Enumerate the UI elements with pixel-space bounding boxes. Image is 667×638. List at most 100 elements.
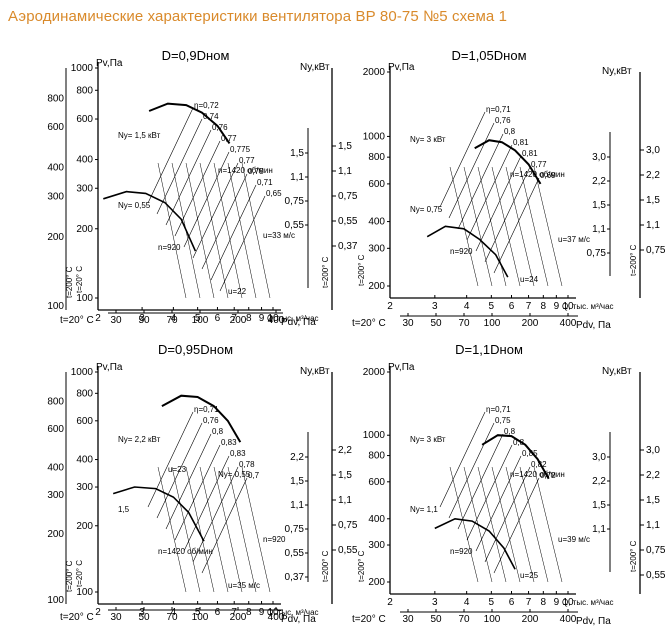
y2-tick-label: 1,5 [290,148,304,159]
y-axis-label: Pv,Па [96,58,123,69]
speed-line [477,466,507,583]
y2-outer-tick-label: 0,75 [338,191,358,202]
y2-axis-label: Ny,кВт [602,66,632,77]
y2-tick-label: 2,2 [592,176,606,187]
efficiency-line [439,111,486,208]
pdv-tick-label: 50 [430,318,442,329]
efficiency-label: 0,65 [266,189,282,198]
efficiency-line [183,455,230,552]
pdv-tick-label: 50 [138,315,150,326]
efficiency-label: 0,85 [522,449,538,458]
speed-line [227,466,257,593]
efficiency-line [201,477,248,574]
y-axis-label: Pv,Па [96,362,123,373]
y2-outer-tick-label: 2,2 [646,170,660,181]
annotation-label: u=33 м/с [263,231,295,240]
y-outer-tick-label: 300 [47,490,64,501]
x-tick-label: 4 [464,597,470,608]
chart-panel-d095: D=0,95Dном Pv,Па Ny,кВт 1000 800 600 400 300 200… [47,342,358,625]
x-axis-label: Q, тыс. м³/час [267,608,319,617]
efficiency-label: η=0,71 [194,405,219,414]
series-line [103,190,197,252]
temp-label-left: t=200° C [65,560,74,592]
speed-line [519,466,549,583]
efficiency-label: 0,82 [531,460,547,469]
speed-line [213,162,243,299]
series-line [112,486,205,542]
annotation-label: n=1420 об/мин [218,166,273,175]
y2-outer-tick-label: 0,55 [338,216,358,227]
y-tick-label: 400 [76,455,93,466]
y-tick-label: 1000 [71,63,94,74]
annotation-label: n=1420 об/мин [510,470,565,479]
pdv-tick-label: 100 [484,614,501,625]
speed-line [533,466,563,583]
chart-panel-d090: D=0,9Dном Pv,Па Ny,кВт 1000 800 600 400 300 200 1… [47,48,358,328]
pdv-tick-label: 100 [484,318,501,329]
x-tick-label: 2 [95,607,101,618]
annotation-label: Ny= 1,5 кВт [118,131,161,140]
efficiency-label: 0,83 [221,438,237,447]
annotation-label: 1,5 [118,505,130,514]
efficiency-label: 0,75 [495,416,511,425]
y2-outer-tick-label: 1,5 [646,195,660,206]
y2-outer-tick-label: 3,0 [646,145,660,156]
chart-title: D=0,9Dном [162,48,230,63]
speed-line [227,162,257,299]
y2-tick-label: 1,5 [592,500,606,511]
temp-label-left: t=200° C [357,254,366,286]
temp-label-right: t=200° C [321,256,330,288]
pdv-tick-label: 200 [522,318,539,329]
pdv-tick-label: 70 [166,315,178,326]
x-tick-label: 4 [171,313,177,324]
efficiency-label: 0,77 [239,156,255,165]
annotation-label: n=920 [158,243,181,252]
y2-outer-tick-label: 0,55 [338,545,358,556]
pdv-temp-label: t=20° C [352,614,386,625]
speed-line [171,466,201,593]
x-tick-label: 8 [246,313,252,324]
chart-title: D=1,05Dном [451,48,526,63]
y-tick-label: 100 [76,587,93,598]
y-tick-label: 600 [76,416,93,427]
x-tick-label: 3 [432,301,438,312]
temp-label-left: t=200° C [65,266,74,298]
y-tick-label: 800 [76,85,93,96]
pdv-tick-label: 400 [268,315,285,326]
y-tick-label: 200 [368,281,385,292]
efficiency-line [219,195,266,292]
efficiency-line [147,411,194,508]
y-axis-label: Pv,Па [388,62,415,73]
y2-tick-label: 1,1 [592,524,606,535]
x-tick-label: 6 [215,607,221,618]
annotation-label: u=25 [520,571,539,580]
x-tick-label: 8 [246,607,252,618]
speed-line [449,466,479,583]
y-tick-label: 100 [76,293,93,304]
y-tick-label: 800 [368,451,385,462]
y2-tick-label: 2,2 [290,452,304,463]
y-tick-label: 2000 [363,367,386,378]
y2-outer-tick-label: 1,5 [338,141,352,152]
pdv-temp-label: t=20° C [60,315,94,326]
annotation-label: u=23 [168,465,187,474]
x-tick-label: 4 [171,607,177,618]
x-tick-label: 9 [259,313,265,324]
efficiency-line [466,444,513,541]
y2-tick-label: 0,55 [285,220,305,231]
efficiency-label: 0,78 [239,460,255,469]
annotation-label: n=920 [450,547,473,556]
y2-tick-label: 1,5 [290,476,304,487]
speed-line [449,166,479,287]
pdv-tick-label: 100 [192,315,209,326]
x-tick-label: 5 [489,301,495,312]
efficiency-label: 0,74 [203,112,219,121]
y-outer-tick-label: 600 [47,122,64,133]
y-tick-label: 600 [368,477,385,488]
speed-line [505,166,535,287]
annotation-label: u=37 м/с [558,235,590,244]
y-tick-label: 400 [76,155,93,166]
efficiency-line [156,422,203,519]
annotation-label: u=24 [520,275,539,284]
x-tick-label: 7 [526,597,532,608]
